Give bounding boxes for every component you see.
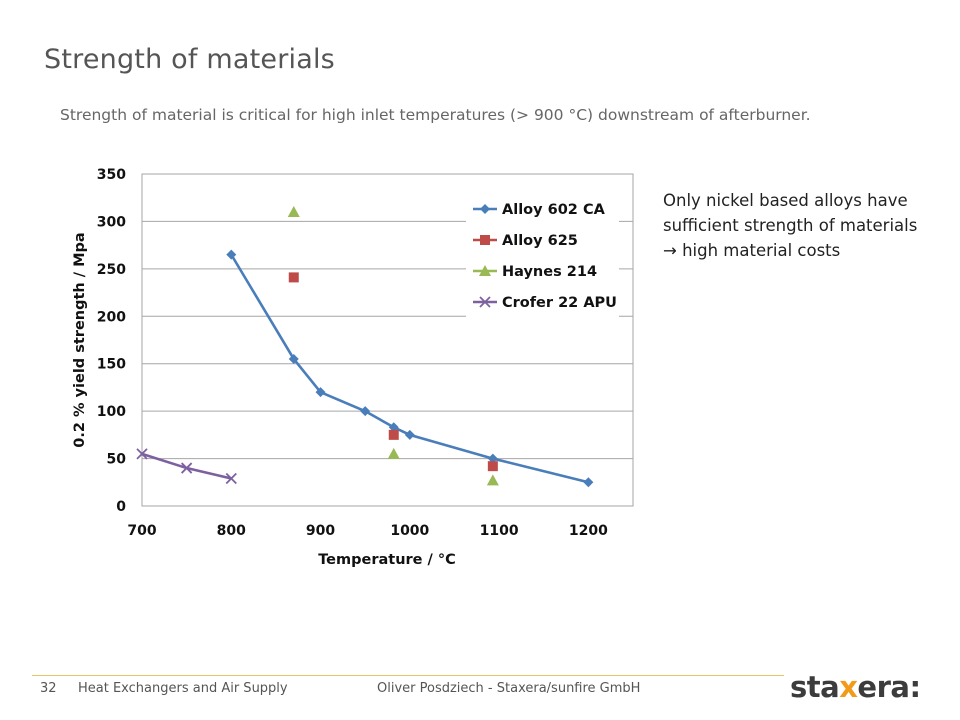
x-tick-label: 700 (127, 523, 156, 539)
legend-marker (479, 265, 491, 276)
legend-label: Alloy 625 (502, 233, 578, 249)
y-tick-label: 100 (97, 404, 126, 420)
right-arrow-icon: → (663, 241, 677, 260)
y-axis-title: 0.2 % yield strength / Mpa (72, 232, 88, 447)
data-point (288, 272, 299, 283)
data-point (388, 422, 399, 433)
x-tick-label: 1000 (390, 523, 429, 539)
data-series (136, 205, 594, 488)
legend-marker (480, 204, 490, 214)
slide-title: Strength of materials (44, 44, 335, 75)
chart-legend: Alloy 602 CA Alloy 625 Haynes 214 Crofer 22… (466, 188, 619, 318)
y-tick-label: 250 (97, 262, 126, 278)
series-alloy-602-ca (226, 249, 594, 488)
x-tick-label: 900 (306, 523, 335, 539)
data-point (487, 453, 498, 464)
data-point (287, 205, 300, 217)
series-alloy-625 (288, 272, 498, 472)
y-tick-label: 200 (97, 309, 126, 325)
legend-item: Crofer 22 APU (473, 295, 617, 311)
series-haynes-214 (287, 205, 499, 486)
series-line (230, 253, 589, 484)
series-crofer-22-apu (136, 448, 237, 485)
data-point (226, 249, 237, 260)
page-number: 32 (40, 681, 57, 696)
legend-item: Alloy 602 CA (473, 202, 606, 218)
data-point (387, 447, 400, 459)
y-tick-label: 350 (97, 167, 126, 183)
footer-author: Oliver Posdziech - Staxera/sunfire GmbH (377, 681, 641, 696)
data-point (225, 472, 237, 485)
data-point (583, 477, 594, 488)
data-point (180, 462, 193, 474)
legend-item: Haynes 214 (473, 264, 597, 280)
legend-item: Alloy 625 (473, 233, 578, 249)
x-tick-label: 800 (217, 523, 246, 539)
data-point (136, 448, 148, 460)
footer-divider (32, 675, 784, 676)
legend-marker (479, 296, 491, 308)
data-point (360, 406, 371, 417)
legend-marker (480, 235, 490, 245)
logo-x-mark: x (839, 670, 858, 704)
y-tick-label: 300 (97, 214, 126, 230)
x-marker-stroke (180, 462, 193, 474)
logo-text-prefix: sta (790, 670, 840, 704)
y-tick-label: 0 (116, 499, 126, 515)
tick-labels: 0 50 100 150 200 250 300 350 700 800 900 1000 1100 12… (97, 167, 608, 539)
staxera-logo: staxera: (790, 670, 921, 704)
logo-text-suffix: era: (857, 670, 921, 704)
data-point (388, 429, 399, 440)
x-marker-stroke (225, 472, 237, 485)
side-note-text-1: Only nickel based alloys have sufficient… (663, 191, 918, 235)
legend-label: Haynes 214 (502, 264, 597, 280)
y-tick-label: 150 (97, 357, 126, 373)
legend-label: Crofer 22 APU (502, 295, 617, 311)
data-point (404, 429, 415, 440)
legend-label: Alloy 602 CA (502, 202, 606, 218)
x-marker-stroke (479, 296, 491, 308)
data-point (315, 387, 326, 398)
footer-topic: Heat Exchangers and Air Supply (78, 681, 288, 696)
x-axis-title: Temperature / °C (318, 552, 456, 568)
side-note: Only nickel based alloys have sufficient… (663, 188, 933, 263)
slide-subtitle: Strength of material is critical for hig… (60, 106, 811, 124)
data-point (486, 474, 499, 486)
x-marker-stroke (136, 448, 148, 460)
data-point (487, 461, 498, 472)
side-note-text-2: high material costs (676, 241, 841, 260)
data-point (288, 353, 299, 364)
x-tick-label: 1200 (569, 523, 608, 539)
y-tick-label: 50 (107, 452, 127, 468)
x-tick-label: 1100 (480, 523, 519, 539)
